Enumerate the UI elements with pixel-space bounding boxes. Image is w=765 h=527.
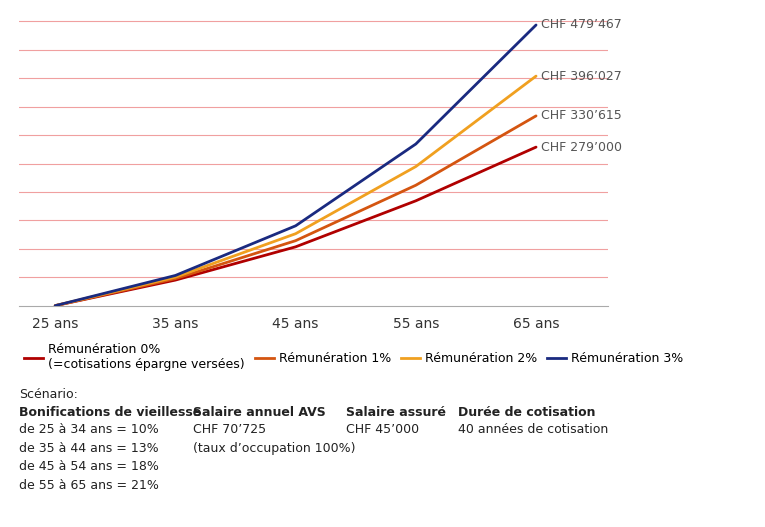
- Text: CHF 479’467: CHF 479’467: [541, 18, 622, 32]
- Text: Bonifications de vieillesse: Bonifications de vieillesse: [19, 406, 201, 418]
- Text: Scénario:: Scénario:: [19, 388, 78, 401]
- Text: Salaire annuel AVS: Salaire annuel AVS: [193, 406, 326, 418]
- Text: Salaire assuré: Salaire assuré: [346, 406, 446, 418]
- Legend: Rémunération 0%
(=cotisations épargne versées), Rémunération 1%, Rémunération 2%: Rémunération 0% (=cotisations épargne ve…: [19, 338, 688, 376]
- Text: 40 années de cotisation: 40 années de cotisation: [458, 423, 608, 436]
- Text: de 25 à 34 ans = 10%
de 35 à 44 ans = 13%
de 45 à 54 ans = 18%
de 55 à 65 ans = : de 25 à 34 ans = 10% de 35 à 44 ans = 13…: [19, 423, 159, 492]
- Text: CHF 70’725
(taux d’occupation 100%): CHF 70’725 (taux d’occupation 100%): [193, 423, 356, 455]
- Text: CHF 45’000: CHF 45’000: [346, 423, 419, 436]
- Text: CHF 396’027: CHF 396’027: [541, 70, 622, 83]
- Text: Durée de cotisation: Durée de cotisation: [458, 406, 595, 418]
- Text: CHF 279’000: CHF 279’000: [541, 141, 622, 153]
- Text: CHF 330’615: CHF 330’615: [541, 110, 622, 122]
